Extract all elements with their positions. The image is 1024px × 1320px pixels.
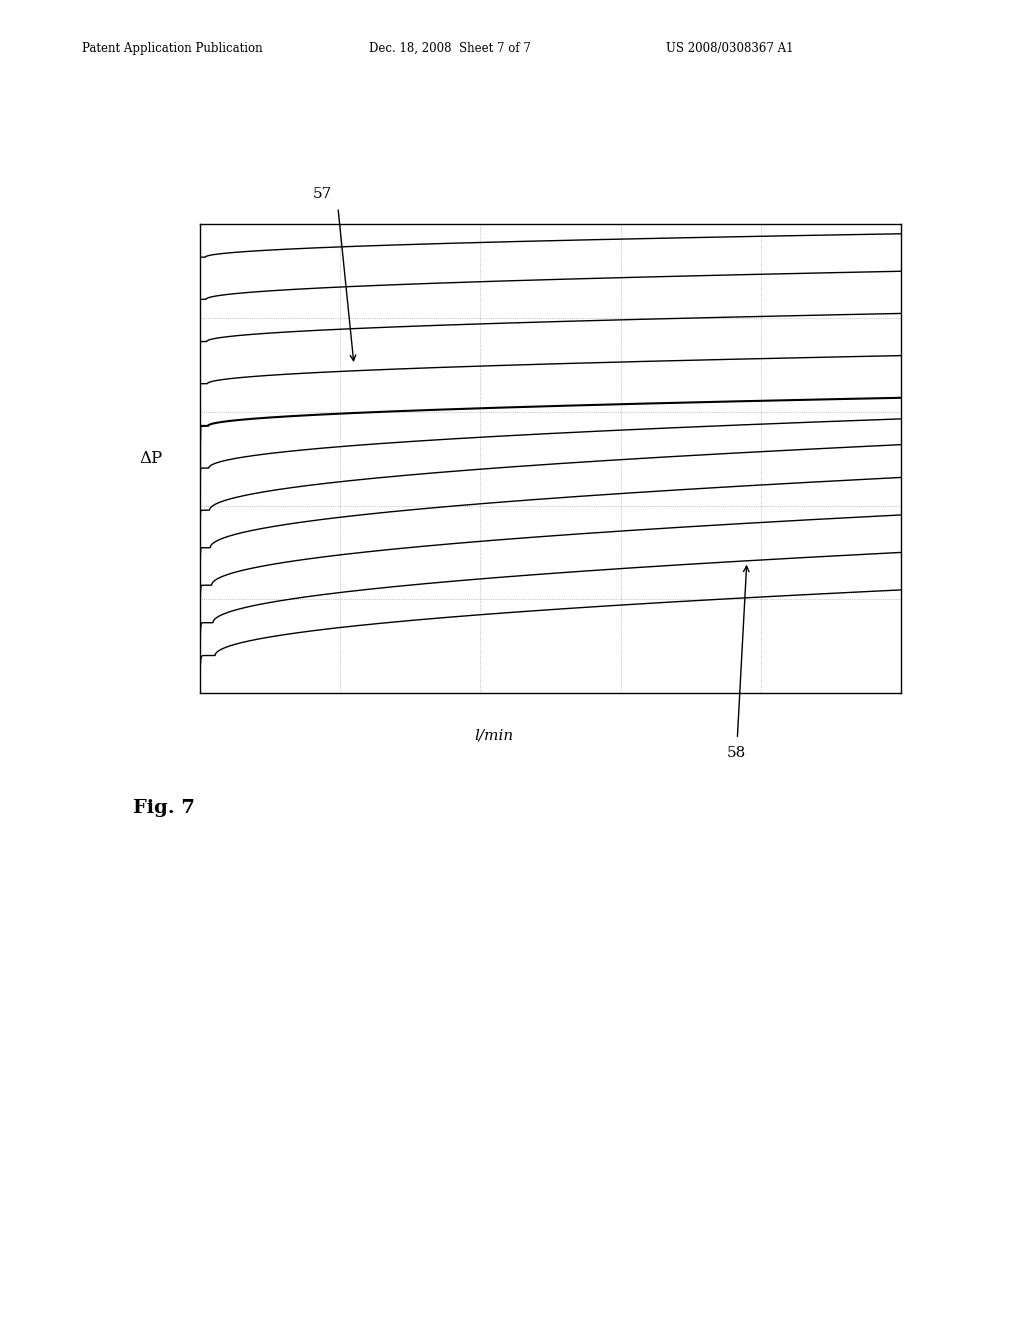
Text: 57: 57	[312, 186, 332, 201]
Text: Patent Application Publication: Patent Application Publication	[82, 42, 262, 55]
Text: l/min: l/min	[475, 729, 514, 742]
Text: US 2008/0308367 A1: US 2008/0308367 A1	[666, 42, 794, 55]
Text: 58: 58	[727, 746, 746, 760]
Text: Fig. 7: Fig. 7	[133, 799, 195, 817]
Text: Dec. 18, 2008  Sheet 7 of 7: Dec. 18, 2008 Sheet 7 of 7	[369, 42, 530, 55]
Text: ΔP: ΔP	[139, 450, 162, 467]
